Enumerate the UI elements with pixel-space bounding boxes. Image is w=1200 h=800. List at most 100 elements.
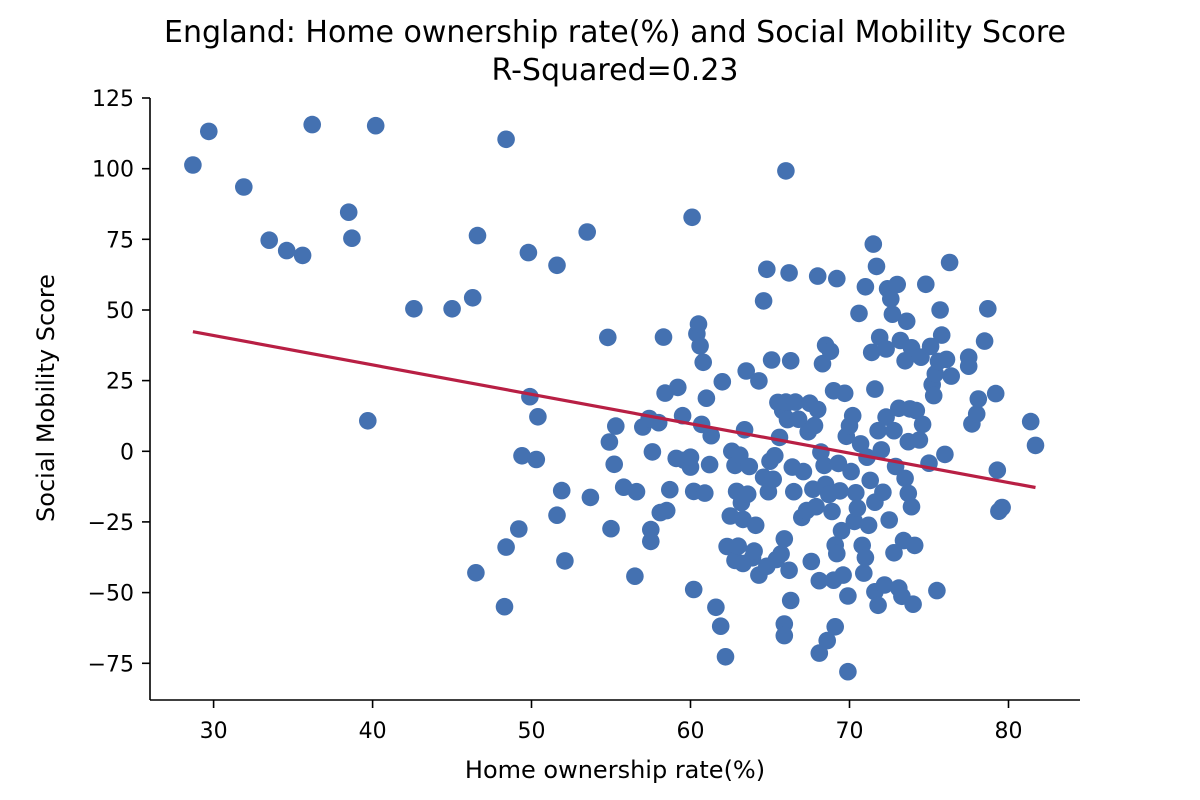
scatter-point [529,408,547,426]
scatter-point [826,618,844,636]
y-axis-ticks: 125 100 75 50 25 0 −25 −50 −75 [88,87,150,677]
y-tick-label: 25 [106,370,134,395]
scatter-point [669,378,687,397]
x-tick-label: 50 [518,719,546,744]
scatter-point [495,597,514,616]
scatter-point [851,435,870,453]
scatter-point [775,626,794,645]
scatter-point [907,401,926,420]
scatter-point [697,389,716,408]
scatter-point [869,596,887,615]
scatter-point [785,482,803,501]
scatter-point [642,532,660,551]
scatter-point [866,380,884,398]
y-tick-label: 0 [120,440,134,465]
scatter-point [805,416,824,435]
scatter-point [810,644,829,662]
scatter-point [184,156,202,174]
scatter-point [643,443,662,461]
scatter-point [339,203,358,221]
scatter-point [513,447,531,465]
scatter-point [880,511,898,529]
scatter-point [713,373,732,391]
scatter-point [937,350,956,369]
scatter-point [932,326,951,344]
scatter-point [810,571,829,590]
scatter-point [235,178,253,196]
scatter-point [700,455,719,474]
scatter-point [855,564,873,582]
scatter-point [599,328,617,347]
scatter-point [510,520,528,538]
scatter-point [277,241,296,260]
scatter-point [913,415,932,434]
scatter-point [856,278,875,296]
scatter-point [874,483,892,502]
y-tick-label: −75 [88,652,134,677]
scatter-point [864,235,883,253]
scatter-point [1021,412,1040,431]
scatter-point [802,552,821,571]
scatter-point [818,631,836,650]
scatter-point [882,290,900,308]
scatter-point [842,462,860,481]
scatter-point [831,482,849,500]
scatter-point [786,393,805,411]
scatter-point [839,587,857,605]
scatter-point [850,304,868,323]
scatter-point [702,426,720,445]
scatter-point [969,390,988,408]
scatter-point [875,576,894,594]
scatter-point [829,454,848,473]
scatter-point [200,122,218,141]
x-tick-label: 80 [995,719,1023,744]
chart-subtitle: R-Squared=0.23 [491,53,738,88]
regression-line [192,330,1036,490]
scatter-point [917,275,935,294]
scatter-point [815,456,833,475]
scatter-point [904,595,922,613]
scatter-point [740,457,759,476]
scatter-point [1026,436,1045,455]
scatter-point [835,384,854,403]
scatter-point [988,461,1007,480]
scatter-point [780,561,798,580]
y-tick-label: 100 [92,158,134,183]
scatter-point [548,256,566,275]
scatter-point [777,162,795,180]
scatter-point [750,372,768,390]
scatter-point [343,229,361,247]
x-tick-label: 40 [359,719,387,744]
scatter-point [993,498,1011,517]
scatter-point [661,480,679,499]
scatter-point [902,497,921,516]
y-axis-label: Social Mobility Score [32,274,60,522]
scatter-point [746,516,765,535]
scatter-point [847,484,865,502]
scatter-point [780,264,798,282]
scatter-point [867,257,886,276]
scatter-point [691,337,709,355]
scatter-point [657,501,676,520]
scatter-point [443,300,461,318]
scatter-point [808,400,827,419]
scatter-point [834,566,852,584]
scatter-point [260,231,279,249]
scatter-point [707,598,725,617]
scatter-point [861,471,879,490]
scatter-point [986,384,1005,403]
scatter-point [905,536,924,555]
scatter-point [556,552,574,570]
scatter-point [497,538,515,556]
x-axis-ticks: 30 40 50 60 70 80 [200,700,1023,744]
scatter-point [696,484,714,502]
scatter-point [832,521,851,540]
scatter-point [775,530,794,548]
scatter-point [607,417,625,435]
scatter-point [821,342,840,361]
scatter-point [885,421,903,440]
scatter-point [862,343,881,362]
scatter-point [885,544,903,562]
y-tick-label: 75 [106,228,134,253]
scatter-point [716,648,735,666]
